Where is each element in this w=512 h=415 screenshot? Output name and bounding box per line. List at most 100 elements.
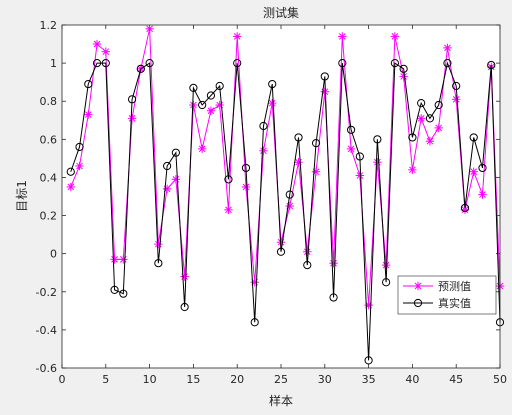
data-point bbox=[268, 79, 277, 89]
data-point bbox=[478, 190, 487, 199]
data-point bbox=[215, 100, 224, 110]
data-point bbox=[338, 32, 347, 41]
data-point bbox=[460, 203, 470, 213]
data-point bbox=[233, 59, 242, 68]
data-point bbox=[355, 152, 364, 161]
data-point bbox=[145, 59, 154, 68]
data-point bbox=[346, 125, 356, 134]
data-point bbox=[338, 59, 347, 68]
x-tick-label: 30 bbox=[318, 373, 332, 386]
data-point bbox=[101, 59, 110, 68]
data-point bbox=[189, 100, 198, 110]
data-point bbox=[311, 139, 321, 148]
data-point bbox=[92, 59, 102, 68]
data-point bbox=[390, 59, 399, 68]
y-tick-label: 1 bbox=[50, 57, 57, 70]
data-point bbox=[66, 182, 75, 192]
data-point bbox=[443, 59, 452, 68]
legend-item: 真实值 bbox=[403, 296, 471, 310]
data-point bbox=[154, 239, 163, 249]
x-tick-label: 0 bbox=[59, 373, 66, 386]
y-tick-label: 0.8 bbox=[40, 95, 58, 108]
data-point bbox=[206, 91, 216, 100]
data-point bbox=[487, 60, 496, 70]
y-tick-label: 0.4 bbox=[40, 171, 58, 184]
data-point bbox=[198, 100, 207, 110]
data-point bbox=[224, 205, 233, 215]
data-point bbox=[373, 135, 382, 144]
data-point bbox=[66, 167, 75, 176]
legend-box bbox=[397, 275, 497, 315]
data-point bbox=[416, 114, 426, 123]
data-point bbox=[390, 32, 400, 41]
y-tick-label: 0.6 bbox=[40, 133, 58, 146]
axis-ticks: 0 5 10 15 20 25 30 35 40 45 50 -0.6 -0.4 -0.2 0 0.2 0.4 0… bbox=[36, 19, 507, 386]
data-point bbox=[408, 165, 417, 175]
data-point bbox=[189, 83, 198, 92]
data-point bbox=[75, 142, 84, 152]
data-point bbox=[259, 121, 268, 131]
data-point bbox=[162, 184, 172, 194]
data-point bbox=[452, 81, 461, 91]
data-point bbox=[259, 146, 268, 155]
data-point bbox=[127, 95, 137, 104]
data-point bbox=[434, 123, 443, 133]
data-point bbox=[382, 278, 391, 287]
data-point bbox=[136, 64, 145, 73]
data-point bbox=[224, 175, 233, 184]
data-point bbox=[443, 43, 452, 53]
data-point bbox=[110, 255, 119, 264]
data-point bbox=[452, 95, 461, 104]
data-point bbox=[206, 106, 216, 115]
data-point bbox=[241, 163, 251, 173]
data-point bbox=[294, 133, 303, 142]
data-point bbox=[381, 260, 391, 270]
x-tick-label: 50 bbox=[493, 373, 507, 386]
data-point bbox=[408, 133, 417, 142]
legend-marker bbox=[413, 298, 423, 308]
data-point bbox=[346, 144, 356, 154]
x-tick-label: 15 bbox=[186, 373, 200, 386]
data-point bbox=[311, 167, 321, 176]
data-point bbox=[276, 247, 286, 256]
data-point bbox=[163, 161, 172, 171]
y-tick-label: -0.2 bbox=[36, 286, 57, 299]
data-point bbox=[303, 261, 312, 270]
data-point bbox=[329, 258, 338, 268]
data-point bbox=[329, 293, 338, 302]
data-point bbox=[171, 148, 180, 157]
x-tick-label: 10 bbox=[143, 373, 157, 386]
y-axis-label: 目标1 bbox=[15, 180, 29, 212]
data-point bbox=[154, 259, 163, 268]
data-point bbox=[285, 201, 294, 211]
y-tick-label: -0.6 bbox=[36, 362, 57, 375]
data-point bbox=[92, 39, 102, 49]
data-point bbox=[171, 175, 181, 184]
series-2 bbox=[66, 59, 505, 365]
x-tick-label: 45 bbox=[449, 373, 463, 386]
data-point bbox=[110, 285, 119, 294]
data-point bbox=[241, 182, 251, 192]
data-point bbox=[320, 72, 329, 81]
data-point bbox=[250, 318, 259, 327]
legend-label: 真实值 bbox=[438, 296, 471, 310]
data-point bbox=[119, 255, 128, 264]
data-point bbox=[180, 302, 189, 312]
data-point bbox=[285, 190, 294, 199]
y-tick-label: 0 bbox=[50, 248, 57, 261]
data-point bbox=[373, 158, 382, 167]
plot-frame bbox=[61, 24, 501, 369]
data-point bbox=[75, 161, 84, 171]
legend-marker bbox=[413, 281, 423, 291]
data-point bbox=[215, 81, 224, 91]
x-tick-label: 35 bbox=[362, 373, 376, 386]
data-point bbox=[119, 289, 128, 298]
data-point bbox=[478, 163, 487, 173]
data-point bbox=[399, 64, 408, 73]
data-point bbox=[399, 72, 408, 81]
data-point bbox=[425, 114, 435, 123]
data-point bbox=[84, 110, 93, 119]
